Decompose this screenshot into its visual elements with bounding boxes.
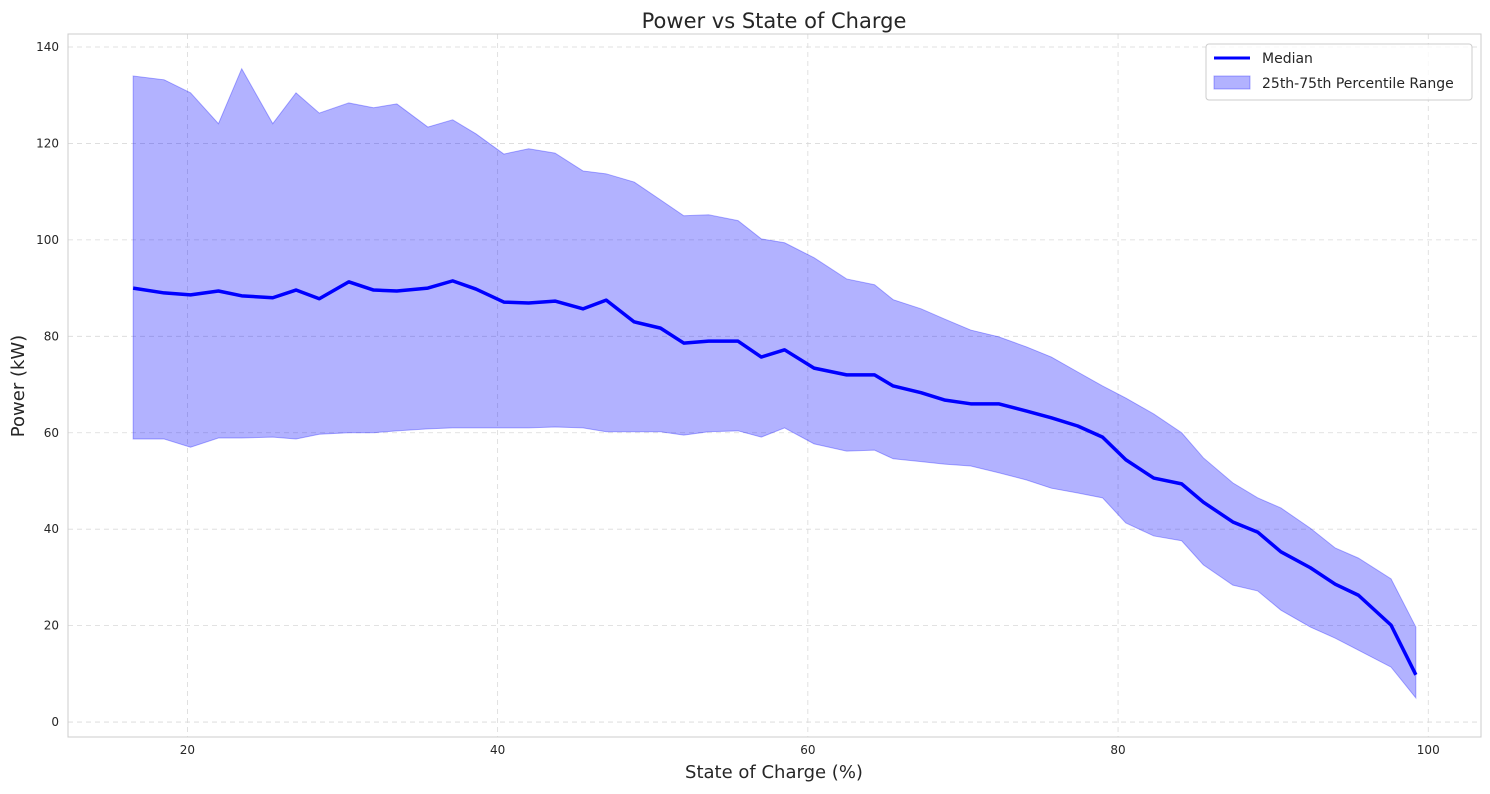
- y-tick-label: 80: [44, 329, 59, 343]
- chart-title: Power vs State of Charge: [642, 9, 907, 33]
- y-tick-label: 20: [44, 619, 59, 633]
- percentile-band: [133, 69, 1416, 698]
- x-tick-label: 80: [1110, 743, 1125, 757]
- y-axis-label: Power (kW): [8, 335, 29, 437]
- x-tick-label: 20: [180, 743, 195, 757]
- x-tick-label: 60: [800, 743, 815, 757]
- x-tick-label: 40: [490, 743, 505, 757]
- legend-median-label: Median: [1262, 51, 1313, 67]
- percentile-band-layer: [133, 69, 1416, 698]
- x-axis-label: State of Charge (%): [685, 762, 863, 783]
- y-tick-label: 140: [36, 40, 59, 54]
- y-tick-label: 120: [36, 136, 59, 150]
- y-tick-label: 0: [51, 715, 59, 729]
- y-tick-label: 100: [36, 233, 59, 247]
- legend-band-label: 25th-75th Percentile Range: [1262, 76, 1454, 92]
- x-tick-label: 100: [1417, 743, 1440, 757]
- y-tick-label: 40: [44, 522, 59, 536]
- legend-band-swatch: [1214, 76, 1250, 89]
- y-tick-label: 60: [44, 426, 59, 440]
- legend: Median 25th-75th Percentile Range: [1206, 44, 1472, 100]
